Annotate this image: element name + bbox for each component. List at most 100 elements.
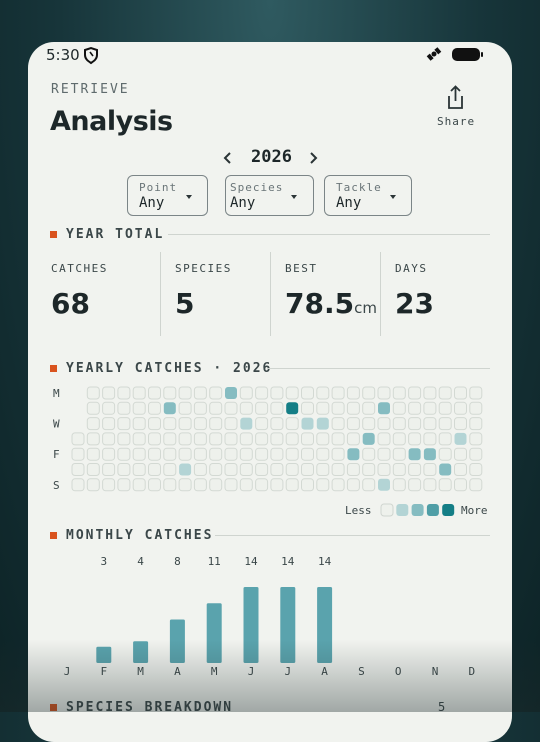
prev-year[interactable] bbox=[223, 152, 231, 164]
heat-cell bbox=[193, 447, 207, 461]
heat-cell bbox=[469, 432, 483, 446]
heat-cell bbox=[362, 478, 376, 492]
divider bbox=[268, 368, 490, 369]
day-label: M bbox=[53, 387, 60, 400]
heat-cell bbox=[362, 463, 376, 476]
heat-cell bbox=[469, 447, 483, 461]
heat-cell bbox=[209, 463, 223, 476]
filter-species[interactable] bbox=[225, 175, 314, 216]
heat-cell bbox=[224, 401, 238, 415]
share-icon[interactable] bbox=[448, 85, 463, 109]
heat-cell bbox=[469, 386, 483, 400]
share-label[interactable]: Share bbox=[437, 115, 476, 128]
heat-cell bbox=[270, 432, 284, 446]
heat-cell bbox=[285, 463, 299, 476]
bar bbox=[169, 619, 185, 663]
heat-cell bbox=[239, 432, 253, 446]
stat-value: 5 bbox=[175, 287, 195, 320]
x-tick-label: J bbox=[248, 665, 255, 678]
next-year[interactable] bbox=[310, 152, 318, 164]
heat-cell bbox=[301, 432, 314, 446]
stat-value: 23 bbox=[395, 287, 434, 320]
heat-cell bbox=[270, 386, 284, 400]
filter-point[interactable] bbox=[127, 175, 208, 216]
heat-cell bbox=[148, 417, 161, 431]
day-label: W bbox=[53, 418, 60, 431]
heat-cell bbox=[301, 386, 314, 400]
heat-cell bbox=[148, 447, 161, 461]
heat-cell bbox=[132, 478, 146, 492]
heat-cell bbox=[438, 401, 452, 415]
heat-cell bbox=[438, 478, 452, 492]
stat-divider bbox=[380, 252, 381, 336]
heat-cell bbox=[255, 401, 269, 415]
heat-cell bbox=[316, 417, 329, 430]
day-label: S bbox=[53, 479, 60, 492]
heat-cell bbox=[469, 478, 483, 492]
heat-cell bbox=[102, 417, 116, 431]
filter-label: Species bbox=[230, 181, 284, 194]
heat-cell bbox=[362, 417, 376, 431]
heat-cell bbox=[378, 478, 390, 491]
heat-cell bbox=[454, 432, 467, 445]
heat-cell bbox=[86, 463, 100, 476]
heat-cell bbox=[316, 386, 330, 400]
heat-cell bbox=[148, 478, 161, 492]
bar bbox=[133, 641, 149, 663]
heat-cell bbox=[225, 387, 237, 399]
heat-cell bbox=[132, 432, 146, 446]
heat-cell bbox=[163, 478, 177, 492]
stat-label: CATCHES bbox=[51, 262, 108, 275]
heat-cell bbox=[438, 386, 452, 400]
heat-cell bbox=[86, 417, 100, 431]
heat-cell bbox=[438, 447, 452, 461]
bar bbox=[206, 603, 222, 663]
legend-more: More bbox=[461, 504, 488, 517]
heat-cell bbox=[392, 417, 406, 431]
heat-cell bbox=[193, 417, 207, 431]
heat-cell bbox=[193, 432, 207, 446]
heat-cell bbox=[239, 401, 253, 415]
heat-cell bbox=[316, 432, 330, 446]
x-tick-label: O bbox=[395, 665, 402, 678]
heat-cell bbox=[193, 386, 207, 400]
legend-swatch bbox=[396, 504, 409, 516]
heat-cell bbox=[132, 463, 146, 476]
value-label: 8 bbox=[174, 555, 181, 568]
eyebrow: RETRIEVE bbox=[51, 82, 130, 97]
filter-tackle[interactable] bbox=[324, 175, 412, 216]
heat-cell bbox=[408, 448, 421, 461]
heat-cell bbox=[117, 463, 131, 476]
heat-cell bbox=[117, 478, 131, 492]
heat-cell bbox=[163, 463, 177, 476]
heat-cell bbox=[454, 447, 467, 461]
heat-cell bbox=[179, 463, 192, 476]
heat-cell bbox=[331, 463, 345, 476]
heat-cell bbox=[286, 402, 299, 415]
heat-cell bbox=[469, 417, 483, 431]
heat-cell bbox=[117, 417, 131, 431]
heat-cell bbox=[178, 401, 192, 415]
x-tick-label: S bbox=[358, 665, 365, 678]
heat-cell bbox=[117, 447, 131, 461]
section-title: YEAR TOTAL bbox=[66, 227, 165, 242]
heat-cell bbox=[423, 401, 437, 415]
heat-cell bbox=[270, 447, 284, 461]
heat-cell bbox=[270, 478, 284, 492]
heat-cell bbox=[285, 447, 299, 461]
heat-cell bbox=[148, 386, 161, 400]
heat-cell bbox=[193, 401, 207, 415]
divider bbox=[215, 535, 490, 536]
heat-cell bbox=[270, 463, 284, 476]
section-title: MONTHLY CATCHES bbox=[66, 528, 214, 543]
heat-cell bbox=[255, 386, 269, 400]
section-marker bbox=[50, 704, 57, 711]
heat-cell bbox=[255, 463, 269, 476]
dropdown-caret bbox=[291, 195, 297, 199]
section-title: SPECIES BREAKDOWN bbox=[66, 701, 233, 714]
x-tick-label: F bbox=[100, 665, 107, 678]
heat-cell bbox=[454, 401, 467, 415]
heat-cell bbox=[316, 478, 330, 492]
heat-cell bbox=[469, 463, 483, 476]
heat-cell bbox=[423, 386, 437, 400]
